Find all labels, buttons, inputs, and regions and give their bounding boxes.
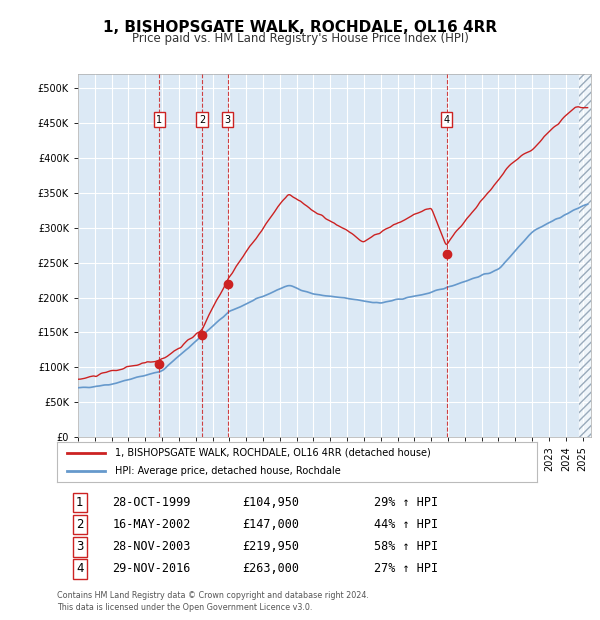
Text: 58% ↑ HPI: 58% ↑ HPI bbox=[374, 540, 438, 553]
Text: £263,000: £263,000 bbox=[242, 562, 299, 575]
Text: 27% ↑ HPI: 27% ↑ HPI bbox=[374, 562, 438, 575]
Text: 1, BISHOPSGATE WALK, ROCHDALE, OL16 4RR (detached house): 1, BISHOPSGATE WALK, ROCHDALE, OL16 4RR … bbox=[115, 448, 430, 458]
Text: This data is licensed under the Open Government Licence v3.0.: This data is licensed under the Open Gov… bbox=[57, 603, 313, 612]
Text: 2: 2 bbox=[199, 115, 205, 125]
Text: 44% ↑ HPI: 44% ↑ HPI bbox=[374, 518, 438, 531]
Text: £219,950: £219,950 bbox=[242, 540, 299, 553]
Text: 28-OCT-1999: 28-OCT-1999 bbox=[112, 496, 191, 509]
Text: 29-NOV-2016: 29-NOV-2016 bbox=[112, 562, 191, 575]
Text: 1, BISHOPSGATE WALK, ROCHDALE, OL16 4RR: 1, BISHOPSGATE WALK, ROCHDALE, OL16 4RR bbox=[103, 20, 497, 35]
Text: 28-NOV-2003: 28-NOV-2003 bbox=[112, 540, 191, 553]
Text: £104,950: £104,950 bbox=[242, 496, 299, 509]
Text: 3: 3 bbox=[76, 540, 83, 553]
Text: 2: 2 bbox=[76, 518, 83, 531]
Text: HPI: Average price, detached house, Rochdale: HPI: Average price, detached house, Roch… bbox=[115, 466, 340, 477]
Text: 1: 1 bbox=[76, 496, 83, 509]
Text: 29% ↑ HPI: 29% ↑ HPI bbox=[374, 496, 438, 509]
Text: £147,000: £147,000 bbox=[242, 518, 299, 531]
Text: 16-MAY-2002: 16-MAY-2002 bbox=[112, 518, 191, 531]
Text: Price paid vs. HM Land Registry's House Price Index (HPI): Price paid vs. HM Land Registry's House … bbox=[131, 32, 469, 45]
Text: Contains HM Land Registry data © Crown copyright and database right 2024.: Contains HM Land Registry data © Crown c… bbox=[57, 591, 369, 600]
Bar bbox=[579, 74, 591, 437]
Text: 3: 3 bbox=[225, 115, 231, 125]
Text: 4: 4 bbox=[443, 115, 449, 125]
Text: 4: 4 bbox=[76, 562, 83, 575]
Text: 1: 1 bbox=[156, 115, 162, 125]
